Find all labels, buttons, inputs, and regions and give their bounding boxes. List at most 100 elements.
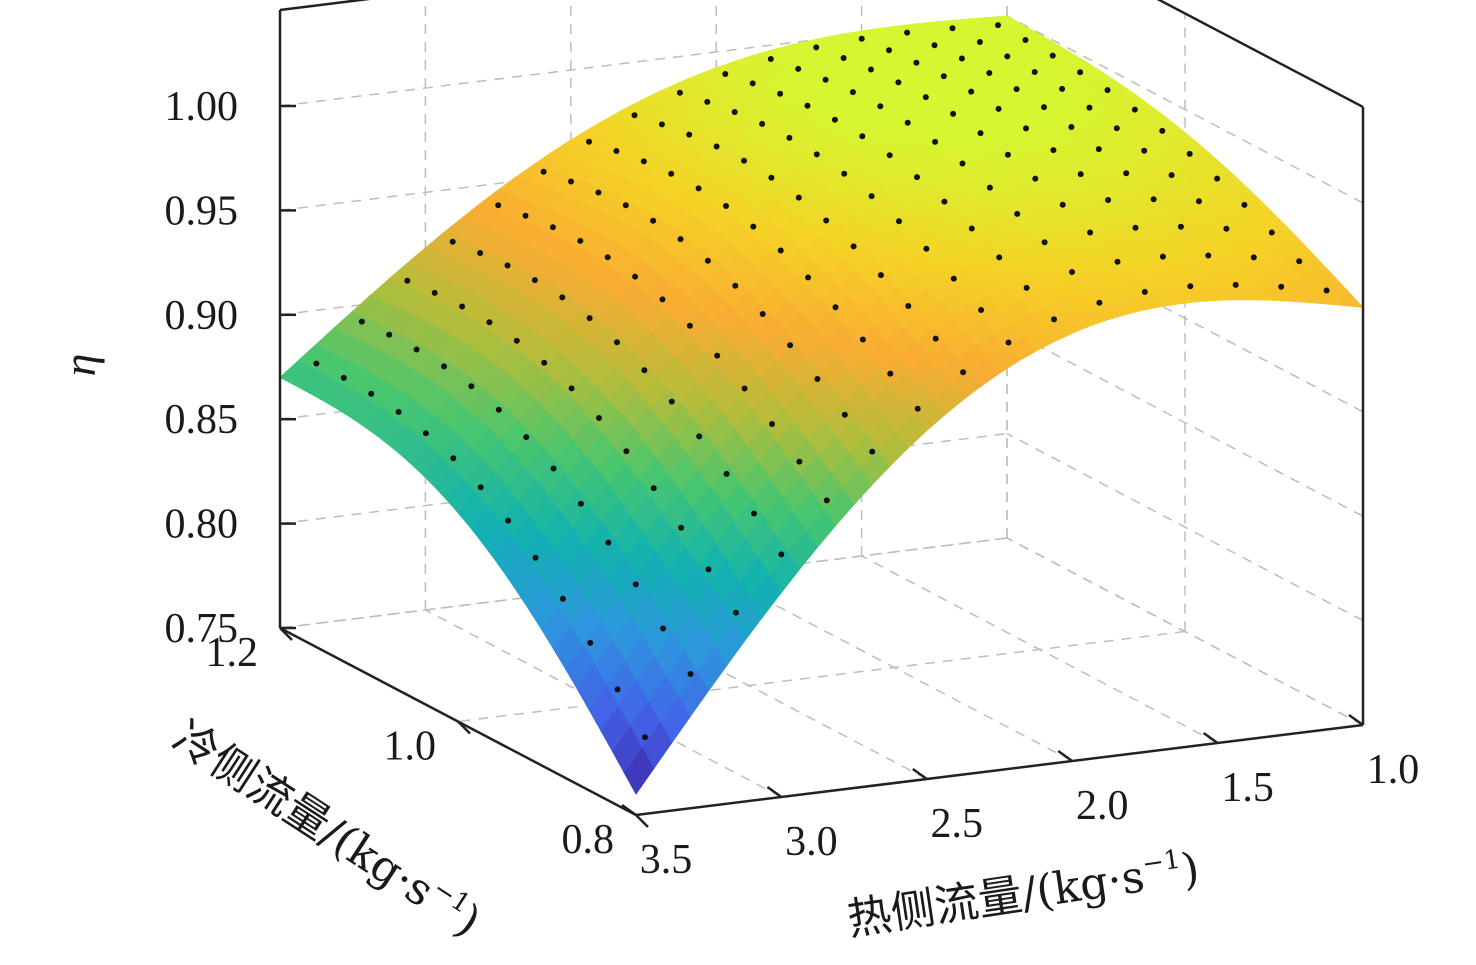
- sample-point: [768, 174, 775, 181]
- sample-point: [632, 581, 639, 588]
- sample-point: [486, 319, 493, 326]
- sample-points: [313, 22, 1330, 741]
- sample-point: [1113, 125, 1120, 132]
- sample-point: [767, 56, 774, 62]
- sample-point: [422, 430, 429, 437]
- sample-point: [704, 98, 711, 105]
- sample-point: [696, 433, 703, 440]
- sample-point: [368, 390, 375, 397]
- sample-point: [1077, 69, 1084, 76]
- sample-point: [1050, 147, 1057, 154]
- sample-point: [541, 359, 548, 366]
- sample-point: [759, 120, 766, 127]
- sample-point: [395, 408, 402, 415]
- sample-point: [686, 131, 693, 138]
- sample-point: [958, 55, 965, 62]
- sample-point: [1014, 210, 1021, 217]
- x-tick-mark: [1348, 713, 1364, 727]
- sample-point: [968, 225, 975, 232]
- sample-point: [441, 363, 447, 370]
- sample-point: [750, 223, 757, 230]
- sample-point: [1241, 201, 1248, 208]
- sample-point: [495, 202, 502, 209]
- sample-point: [877, 103, 884, 110]
- sample-point: [622, 202, 629, 209]
- sample-point: [676, 89, 683, 96]
- x-tick-label: 1.0: [1367, 747, 1420, 793]
- sample-point: [523, 434, 530, 441]
- sample-point: [877, 272, 884, 279]
- y-tick-mark: [279, 627, 293, 641]
- sample-point: [741, 157, 747, 164]
- sample-point: [804, 102, 811, 109]
- sample-point: [577, 237, 584, 244]
- x-tick-label: 3.0: [785, 819, 838, 865]
- sample-point: [1168, 172, 1175, 179]
- sample-point: [632, 273, 639, 280]
- sample-point: [1232, 281, 1239, 288]
- sample-point: [978, 307, 985, 313]
- sample-point: [1196, 198, 1202, 205]
- sample-point: [1323, 287, 1330, 294]
- sample-point: [1268, 229, 1275, 236]
- sample-point: [1104, 87, 1111, 94]
- sample-point: [477, 484, 484, 491]
- sample-point: [659, 296, 666, 303]
- sample-point: [640, 158, 647, 165]
- sample-point: [940, 73, 947, 80]
- sample-point: [595, 189, 602, 196]
- sample-point: [1123, 170, 1130, 177]
- x-tick-mark: [1202, 731, 1219, 745]
- sample-point: [358, 318, 365, 325]
- sample-point: [1205, 252, 1212, 259]
- sample-point: [1278, 283, 1285, 290]
- sample-point: [596, 415, 602, 421]
- sample-point: [532, 554, 539, 561]
- z-tick-label: 0.90: [165, 293, 239, 339]
- sample-point: [976, 39, 983, 45]
- sample-point: [868, 66, 874, 73]
- sample-point: [1059, 201, 1066, 208]
- sample-point: [787, 342, 794, 349]
- x-tick-label: 2.0: [1076, 783, 1129, 829]
- sample-point: [895, 79, 902, 86]
- sample-point: [477, 250, 484, 256]
- sample-point: [704, 257, 711, 264]
- sample-point: [722, 71, 729, 77]
- sample-point: [823, 497, 830, 504]
- sample-point: [1059, 85, 1066, 92]
- sample-point: [1004, 53, 1011, 60]
- sample-point: [495, 406, 502, 413]
- x-tick-label: 3.5: [640, 837, 693, 883]
- y-tick-mark: [457, 720, 471, 735]
- sample-point: [540, 168, 547, 175]
- sample-point: [642, 734, 648, 741]
- grid-line: [1006, 432, 1364, 622]
- sample-point: [731, 109, 738, 115]
- sample-point: [1031, 69, 1038, 75]
- x-axis-title: 热侧流量/(kg·s−1): [844, 842, 1203, 946]
- axis-ticks: 0.75 0.80 0.85 0.90 0.95 1.00 0.8 1.0 1.2 1.0 1.5 2…: [165, 84, 1420, 883]
- sample-point: [531, 277, 538, 284]
- sample-point: [1041, 104, 1047, 111]
- sample-point: [623, 448, 630, 455]
- box-edge: [635, 723, 1364, 817]
- sample-point: [986, 70, 993, 76]
- sample-point: [732, 282, 739, 289]
- sample-point: [1132, 224, 1139, 231]
- sample-point: [559, 595, 566, 602]
- sample-point: [1296, 258, 1303, 265]
- sample-point: [641, 367, 648, 374]
- sample-point: [887, 370, 894, 377]
- sample-point: [723, 203, 729, 209]
- sample-point: [586, 315, 593, 322]
- x-axis-title-close: ): [1178, 843, 1203, 896]
- sample-point: [1114, 258, 1121, 265]
- sample-point: [1069, 269, 1075, 275]
- sample-point: [1131, 106, 1138, 113]
- y-tick-mark: [635, 814, 649, 828]
- z-tick-label: 0.75: [165, 606, 239, 652]
- sample-point: [313, 360, 320, 367]
- sample-point: [968, 88, 975, 95]
- sample-point: [986, 184, 993, 191]
